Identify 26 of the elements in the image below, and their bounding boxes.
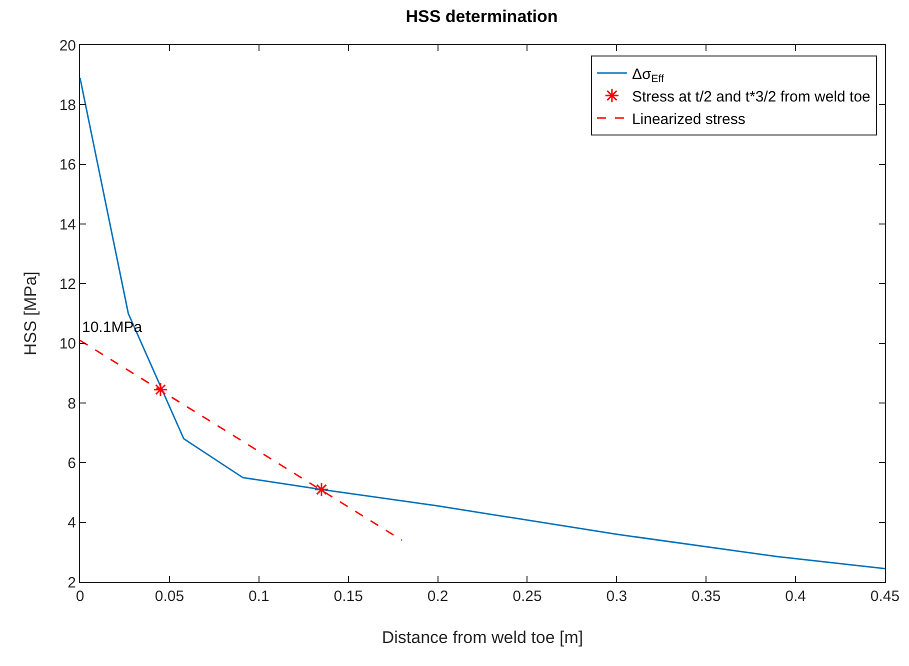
y-tick-label: 10	[59, 336, 76, 353]
y-tick-label: 18	[59, 96, 76, 114]
x-tick-label: 0.3	[606, 588, 628, 605]
y-tick-label: 14	[59, 216, 76, 234]
x-tick-label: 0.4	[785, 588, 806, 605]
x-tick-label: 0.1	[248, 588, 270, 605]
x-tick-label: 0.05	[154, 588, 184, 605]
y-tick-label: 20	[59, 37, 76, 54]
x-tick-label: 0.25	[512, 588, 542, 605]
chart-title: HSS determination	[406, 6, 558, 26]
y-tick-label: 6	[68, 454, 76, 472]
y-tick-label: 2	[68, 574, 76, 592]
x-axis-title: Distance from weld toe [m]	[382, 628, 584, 647]
x-tick-label: 0.2	[427, 588, 448, 605]
x-tick-label: 0.45	[870, 588, 900, 605]
y-tick-label: 4	[68, 514, 76, 532]
legend-label: Linearized stress	[632, 110, 746, 128]
legend-label: Δσ$_{Eff}$	[632, 66, 664, 85]
x-tick-label: 0	[76, 588, 84, 605]
legend-label: Stress at t/2 and t*3/2 from weld toe	[632, 88, 870, 106]
x-tick-label: 0.15	[334, 588, 363, 605]
y-tick-label: 8	[68, 395, 76, 412]
y-tick-label: 16	[59, 156, 76, 174]
y-axis-title: HSS [MPa]	[21, 271, 40, 356]
x-tick-label: 0.35	[692, 588, 721, 605]
y-tick-label: 12	[59, 276, 76, 293]
